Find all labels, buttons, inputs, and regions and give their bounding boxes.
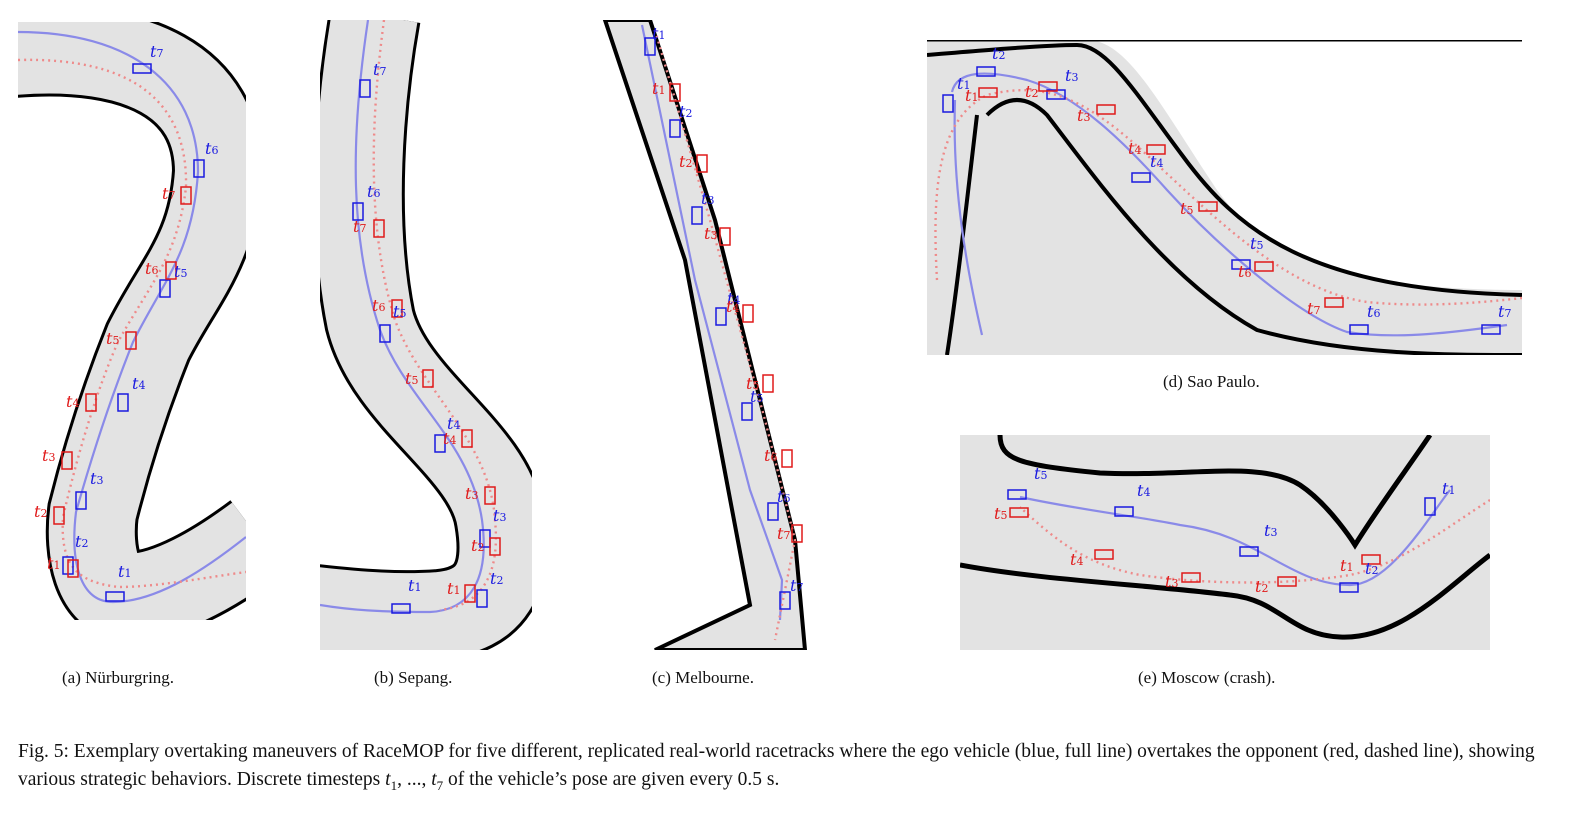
ego-timestep-label: t4 [447,414,461,433]
opponent-timestep-label: t6 [145,259,159,278]
ego-timestep-label: t2 [75,532,89,551]
track-map-b [320,20,532,650]
ego-timestep-label: t3 [701,189,715,208]
figure-caption-prefix: Fig. 5: Exemplary overtaking maneuvers o… [18,741,1535,790]
opponent-timestep-label: t5 [994,504,1008,523]
track-map-d [927,40,1522,355]
opponent-timestep-label: t1 [652,79,666,98]
opponent-timestep-label: t4 [1070,550,1084,569]
opponent-timestep-label: t2 [471,536,485,555]
math-t-start: t [385,769,391,790]
opponent-timestep-label: t7 [777,524,791,543]
opponent-vehicle-poses-c [669,83,803,543]
opponent-timestep-label: t6 [764,446,778,465]
panel-a-nurburgring [18,22,246,620]
math-sep: , ..., [397,769,432,790]
ego-timestep-label: t3 [90,469,104,488]
opponent-timestep-label: t3 [1165,572,1179,591]
opponent-timestep-label: t6 [372,296,386,315]
ego-timestep-label: t4 [1150,152,1164,171]
ego-timestep-label: t6 [777,487,791,506]
opponent-timestep-label: t1 [447,579,461,598]
opponent-timestep-label: t3 [42,446,56,465]
caption-d: (d) Sao Paulo. [1163,372,1260,391]
opponent-timestep-label: t3 [1077,106,1091,125]
opponent-timestep-label: t4 [1128,139,1142,158]
opponent-timestep-label: t5 [746,374,760,393]
caption-e: (e) Moscow (crash). [1138,668,1276,687]
ego-vehicle-poses-e [1007,489,1436,593]
opponent-timestep-label: t1 [47,554,61,573]
ego-timestep-label: t3 [1065,66,1079,85]
ego-vehicle-poses-d [942,66,1501,335]
ego-timestep-label: t1 [652,24,666,43]
opponent-vehicle-poses-e [1009,507,1381,587]
opponent-timestep-label: t2 [679,152,693,171]
ego-vehicle-poses-b [352,79,491,614]
ego-timestep-label: t7 [150,42,164,61]
panel-d-sao-paulo [927,40,1522,355]
opponent-timestep-label: t3 [704,224,718,243]
ego-timestep-label: t5 [1250,234,1264,253]
opponent-timestep-label: t5 [1180,199,1194,218]
ego-timestep-label: t2 [490,569,504,588]
ego-timestep-label: t4 [727,289,741,308]
opponent-timestep-label: t2 [1025,82,1039,101]
ego-timestep-label: t7 [373,60,387,79]
panel-b-sepang [320,20,532,650]
ego-timestep-label: t1 [957,74,971,93]
ego-timestep-label: t1 [118,562,132,581]
ego-timestep-label: t4 [1137,481,1151,500]
opponent-timestep-label: t4 [726,297,740,316]
opponent-timestep-label: t5 [405,369,419,388]
opponent-vehicle-poses-a [53,186,192,578]
ego-vehicle-poses-c [644,37,791,610]
ego-timestep-label: t2 [679,102,693,121]
ego-timestep-label: t4 [132,374,146,393]
opponent-timestep-label: t4 [443,429,457,448]
ego-timestep-label: t6 [205,139,219,158]
opponent-timestep-label: t7 [353,217,367,236]
figure-caption: Fig. 5: Exemplary overtaking maneuvers o… [18,738,1558,800]
track-map-e [960,435,1490,650]
opponent-timestep-label: t7 [1307,299,1321,318]
ego-timestep-label: t2 [992,44,1006,63]
figure-caption-suffix: of the vehicle’s pose are given every 0.… [443,769,780,790]
opponent-timestep-label: t2 [1255,577,1269,596]
math-t-end: t [431,769,437,790]
ego-timestep-label: t3 [493,506,507,525]
opponent-vehicle-poses-b [373,219,501,603]
ego-timestep-label: t6 [367,182,381,201]
ego-timestep-label: t5 [1034,464,1048,483]
panel-c-melbourne [600,20,830,650]
opponent-timestep-label: t2 [34,502,48,521]
ego-timestep-label: t7 [790,576,804,595]
ego-timestep-label: t5 [750,387,764,406]
ego-timestep-label: t5 [174,262,188,281]
opponent-timestep-label: t1 [1340,556,1354,575]
ego-timestep-label: t1 [1442,479,1456,498]
ego-timestep-label: t6 [1367,302,1381,321]
ego-timestep-label: t1 [408,576,422,595]
opponent-timestep-label: t5 [106,329,120,348]
opponent-timestep-label: t6 [1238,262,1252,281]
opponent-timestep-label: t3 [465,484,479,503]
opponent-timestep-label: t1 [965,86,979,105]
opponent-timestep-label: t4 [66,392,80,411]
ego-timestep-label: t5 [393,302,407,321]
caption-b: (b) Sepang. [374,668,453,687]
track-map-a [18,22,246,620]
opponent-vehicle-poses-d [978,81,1344,308]
caption-a: (a) Nürburgring. [62,668,175,687]
math-t-start-sub: 1 [390,777,398,793]
ego-timestep-label: t7 [1498,302,1512,321]
opponent-timestep-label: t7 [162,184,176,203]
math-t-end-sub: 7 [436,777,444,793]
ego-timestep-label: t2 [1365,559,1379,578]
ego-timestep-label: t3 [1264,521,1278,540]
panel-e-moscow [960,435,1490,650]
caption-c: (c) Melbourne. [652,668,754,687]
track-map-c [600,20,830,650]
